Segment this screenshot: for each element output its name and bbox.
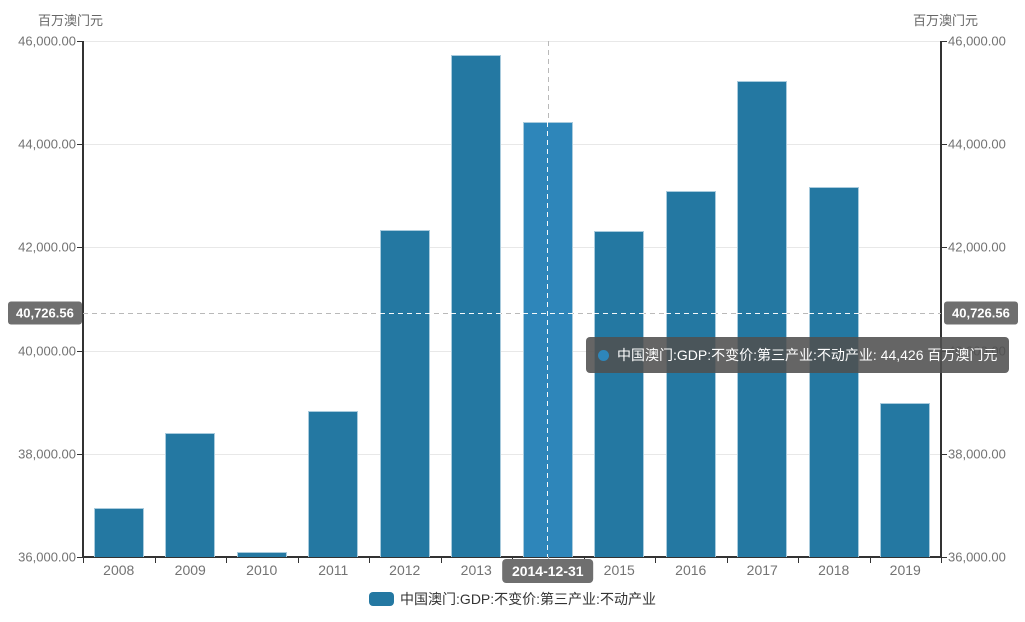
y-axis-line-right — [940, 41, 942, 557]
y-axis-tick-right — [941, 557, 947, 558]
y-axis-tick-label-left: 42,000.00 — [18, 239, 76, 255]
markline-label-right: 40,726.56 — [944, 301, 1018, 325]
bar-2013[interactable] — [451, 54, 502, 557]
y-axis-tick-label-left: 36,000.00 — [18, 549, 76, 565]
y-axis-tick-label-left: 40,000.00 — [18, 343, 76, 359]
y-axis-tick-label-right: 46,000.00 — [948, 33, 1006, 49]
markline-over-bar — [737, 313, 788, 315]
y-axis-tick-label-right: 36,000.00 — [948, 549, 1006, 565]
y-axis-tick-left — [77, 350, 83, 352]
y-axis-unit-left: 百万澳门元 — [38, 13, 104, 28]
y-axis-tick-right — [941, 144, 947, 146]
axis-pointer-over-bar — [546, 122, 548, 557]
legend-item[interactable]: 中国澳门:GDP:不变价:第三产业:不动产业 — [0, 589, 1025, 609]
bar-2017[interactable] — [737, 80, 788, 557]
markline-over-bar — [594, 313, 645, 315]
y-axis-tick-label-left: 46,000.00 — [18, 33, 76, 49]
y-axis-tick-left — [77, 41, 83, 42]
markline-label-left: 40,726.56 — [8, 301, 82, 325]
x-axis-label-2017: 2017 — [746, 562, 778, 578]
gridline — [83, 350, 941, 352]
legend-label: 中国澳门:GDP:不变价:第三产业:不动产业 — [400, 591, 656, 607]
bar-2012[interactable] — [379, 229, 430, 557]
x-axis-tick — [798, 557, 799, 563]
x-axis-tick — [941, 557, 942, 563]
bar-2010[interactable] — [236, 551, 287, 557]
x-axis-tick — [369, 557, 370, 563]
bar-2015[interactable] — [594, 230, 645, 557]
markline-over-bar — [808, 313, 859, 315]
x-axis-label-2019: 2019 — [889, 562, 921, 578]
bar-2008[interactable] — [93, 507, 144, 557]
x-axis-label-2008: 2008 — [103, 562, 135, 578]
markline-over-bar — [451, 313, 502, 315]
y-axis-tick-right — [941, 247, 947, 249]
bar-2014[interactable] — [522, 122, 573, 557]
x-axis-tick — [655, 557, 656, 563]
x-axis-tick — [226, 557, 227, 563]
x-axis-label-highlighted: 2014-12-31 — [501, 559, 594, 583]
gridline — [83, 247, 941, 249]
y-axis-tick-label-right: 42,000.00 — [948, 239, 1006, 255]
x-axis-label-2009: 2009 — [174, 562, 206, 578]
tooltip-text: 中国澳门:GDP:不变价:第三产业:不动产业: 44,426 百万澳门元 — [617, 347, 998, 363]
x-axis-label-2013: 2013 — [460, 562, 492, 578]
x-axis-label-2011: 2011 — [318, 562, 349, 578]
x-axis-tick — [869, 557, 871, 563]
series-marker-icon — [598, 349, 609, 361]
gridline — [83, 144, 941, 146]
gridline — [83, 41, 941, 42]
y-axis-tick-label-left: 44,000.00 — [18, 136, 76, 152]
bar-2016[interactable] — [665, 191, 716, 557]
y-axis-tick-left — [77, 453, 83, 455]
y-axis-tick-left — [77, 144, 83, 146]
x-axis-label-2015: 2015 — [603, 562, 635, 578]
y-axis-tick-label-right: 44,000.00 — [948, 136, 1006, 152]
x-axis-tick — [83, 557, 84, 563]
x-axis-label-2010: 2010 — [246, 562, 278, 578]
tooltip: 中国澳门:GDP:不变价:第三产业:不动产业: 44,426 百万澳门元 — [586, 337, 1010, 373]
markline — [83, 313, 941, 315]
bar-2019[interactable] — [880, 403, 931, 557]
y-axis-unit-right: 百万澳门元 — [913, 13, 979, 28]
x-axis-label-2016: 2016 — [675, 562, 707, 578]
x-axis-label-2018: 2018 — [818, 562, 850, 578]
y-axis-tick-left — [77, 557, 83, 558]
y-axis-line-left — [82, 41, 84, 557]
y-axis-tick-right — [941, 41, 947, 42]
legend-swatch-icon — [369, 592, 395, 606]
markline-over-bar — [522, 313, 573, 315]
x-axis-tick — [440, 557, 442, 563]
y-axis-tick-right — [941, 453, 947, 455]
y-axis-tick-left — [77, 247, 83, 249]
y-axis-tick-label-left: 38,000.00 — [18, 446, 76, 462]
bar-2009[interactable] — [165, 433, 216, 557]
y-axis-tick-label-right: 38,000.00 — [948, 446, 1006, 462]
markline-over-bar — [665, 313, 716, 315]
markline-over-bar — [379, 313, 430, 315]
x-axis-tick — [726, 557, 728, 563]
x-axis-tick — [154, 557, 156, 563]
x-axis-tick — [297, 557, 299, 563]
gridline — [83, 453, 941, 455]
bar-2011[interactable] — [308, 410, 359, 557]
x-axis-label-2012: 2012 — [389, 562, 421, 578]
